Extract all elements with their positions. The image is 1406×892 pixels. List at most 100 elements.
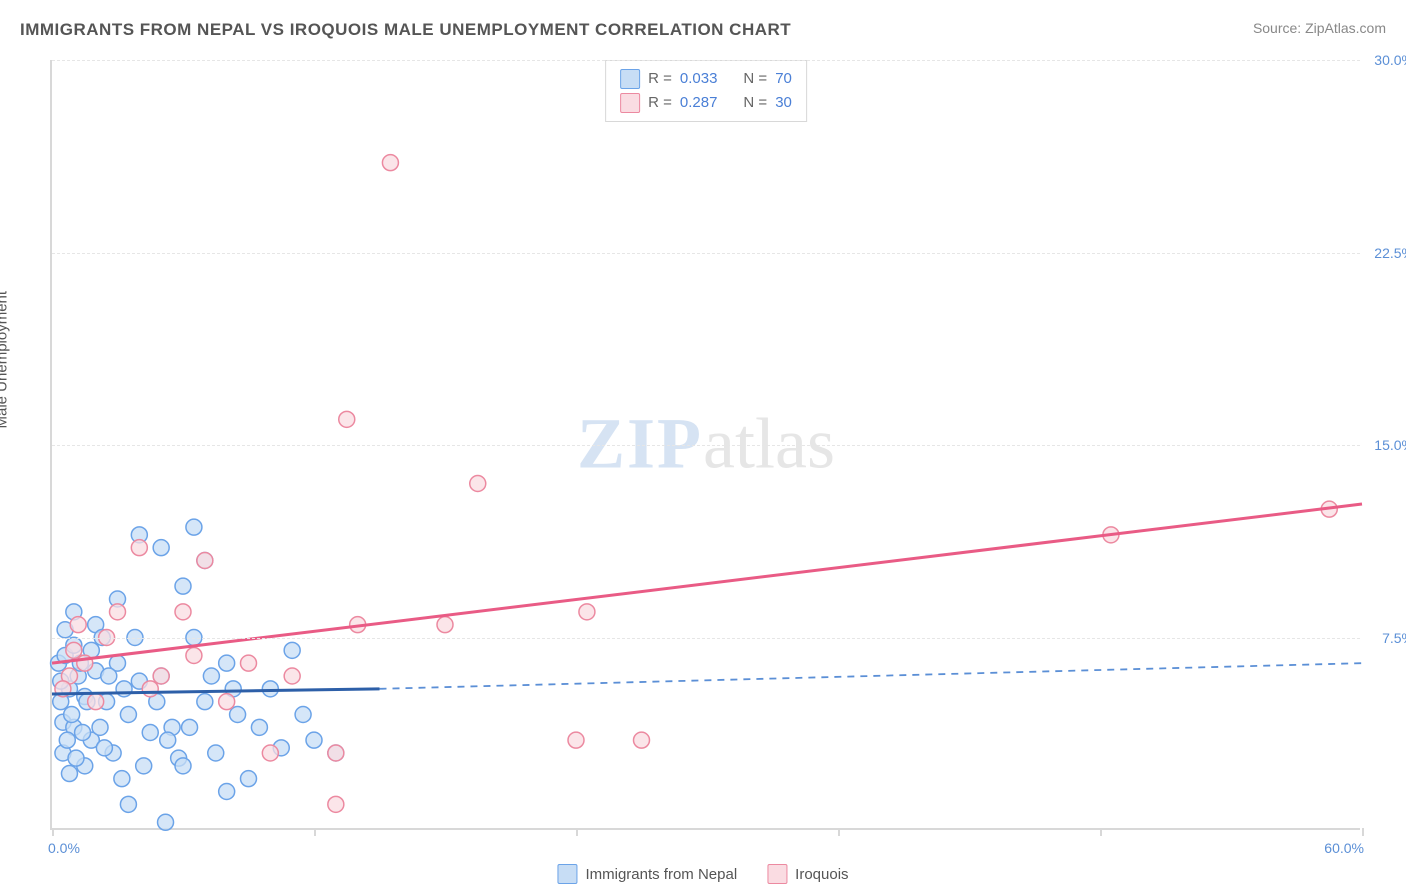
scatter-point [70, 617, 86, 633]
x-tick [314, 828, 316, 836]
n-value: 70 [775, 67, 792, 91]
scatter-point [175, 604, 191, 620]
x-end-label: 60.0% [1324, 840, 1364, 856]
scatter-point [219, 784, 235, 800]
grid-line [52, 60, 1360, 61]
scatter-point [75, 724, 91, 740]
scatter-point [251, 719, 267, 735]
x-start-label: 0.0% [48, 840, 80, 856]
scatter-point [68, 750, 84, 766]
y-tick-label: 15.0% [1374, 437, 1406, 453]
legend-label: Immigrants from Nepal [585, 866, 737, 883]
legend-swatch [767, 864, 787, 884]
scatter-point [96, 740, 112, 756]
scatter-point [197, 694, 213, 710]
scatter-point [437, 617, 453, 633]
scatter-point [142, 681, 158, 697]
scatter-point [579, 604, 595, 620]
x-tick [1362, 828, 1364, 836]
x-tick [576, 828, 578, 836]
legend-stats: R = 0.033 N = 70 R = 0.287 N = 30 [605, 60, 807, 122]
trend-line [52, 504, 1362, 663]
y-tick-label: 7.5% [1382, 630, 1406, 646]
legend-swatch [620, 93, 640, 113]
scatter-point [92, 719, 108, 735]
scatter-point [470, 476, 486, 492]
scatter-point [382, 155, 398, 171]
scatter-point [160, 732, 176, 748]
scatter-point [197, 553, 213, 569]
y-tick-label: 22.5% [1374, 245, 1406, 261]
scatter-point [142, 724, 158, 740]
scatter-point [59, 732, 75, 748]
scatter-point [203, 668, 219, 684]
x-tick [838, 828, 840, 836]
trend-line [52, 689, 380, 694]
scatter-point [219, 655, 235, 671]
scatter-point [295, 707, 311, 723]
scatter-point [88, 694, 104, 710]
chart-title: IMMIGRANTS FROM NEPAL VS IROQUOIS MALE U… [20, 20, 791, 40]
legend-stat-row: R = 0.033 N = 70 [620, 67, 792, 91]
scatter-point [262, 681, 278, 697]
trend-line-extrapolated [380, 663, 1363, 689]
x-tick [1100, 828, 1102, 836]
grid-line [52, 253, 1360, 254]
legend-item: Iroquois [767, 864, 848, 884]
scatter-point [568, 732, 584, 748]
scatter-point [175, 578, 191, 594]
scatter-point [66, 642, 82, 658]
scatter-point [120, 796, 136, 812]
legend-swatch [557, 864, 577, 884]
legend-stat-row: R = 0.287 N = 30 [620, 91, 792, 115]
scatter-point [339, 411, 355, 427]
scatter-point [110, 604, 126, 620]
scatter-point [175, 758, 191, 774]
scatter-point [61, 766, 77, 782]
scatter-point [182, 719, 198, 735]
legend-label: Iroquois [795, 866, 848, 883]
scatter-point [64, 707, 80, 723]
scatter-point [186, 647, 202, 663]
chart-area: ZIPatlas R =0.033N =70R =0.287N =30 7.5%… [50, 60, 1360, 830]
r-label: R = [648, 91, 672, 115]
scatter-point [306, 732, 322, 748]
scatter-point [241, 771, 257, 787]
y-tick-label: 30.0% [1374, 52, 1406, 68]
r-label: R = [648, 67, 672, 91]
scatter-point [284, 642, 300, 658]
scatter-point [241, 655, 257, 671]
scatter-point [230, 707, 246, 723]
r-value: 0.033 [680, 67, 718, 91]
scatter-point [131, 540, 147, 556]
legend-series: Immigrants from Nepal Iroquois [557, 864, 848, 884]
scatter-point [101, 668, 117, 684]
scatter-point [284, 668, 300, 684]
n-label: N = [743, 67, 767, 91]
grid-line [52, 445, 1360, 446]
scatter-point [120, 707, 136, 723]
scatter-point [328, 796, 344, 812]
r-value: 0.287 [680, 91, 718, 115]
x-tick [52, 828, 54, 836]
scatter-point [208, 745, 224, 761]
legend-item: Immigrants from Nepal [557, 864, 737, 884]
scatter-point [634, 732, 650, 748]
scatter-point [328, 745, 344, 761]
scatter-point [262, 745, 278, 761]
scatter-plot [52, 60, 1360, 828]
scatter-point [153, 540, 169, 556]
y-axis-label: Male Unemployment [0, 291, 11, 429]
legend-swatch [620, 69, 640, 89]
scatter-point [219, 694, 235, 710]
n-label: N = [743, 91, 767, 115]
scatter-point [153, 668, 169, 684]
grid-line [52, 638, 1360, 639]
scatter-point [116, 681, 132, 697]
scatter-point [186, 519, 202, 535]
scatter-point [158, 814, 174, 830]
n-value: 30 [775, 91, 792, 115]
scatter-point [114, 771, 130, 787]
scatter-point [136, 758, 152, 774]
source-label: Source: ZipAtlas.com [1253, 20, 1386, 36]
